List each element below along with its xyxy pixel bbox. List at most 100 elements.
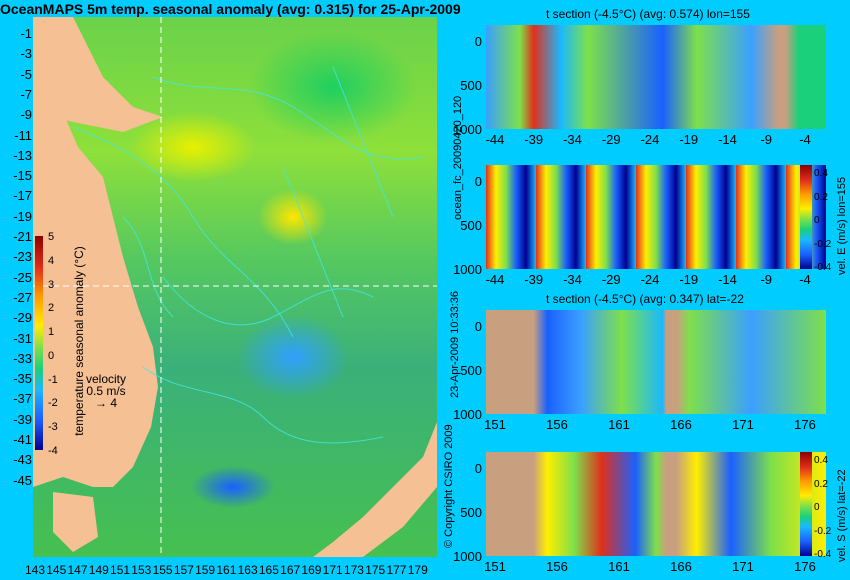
panel-y-tick: 0: [474, 461, 482, 476]
lat-label: -45: [13, 472, 32, 488]
velocity-colorbar: [800, 452, 812, 556]
section-panel: [486, 165, 826, 269]
panel-x-tick: 176: [794, 417, 816, 432]
panel-x-tick: -19: [679, 132, 699, 147]
lat-label: -7: [20, 86, 32, 102]
panel-x-tick: 166: [670, 559, 692, 574]
lat-label: -17: [13, 188, 32, 204]
panel-x-tick: 156: [546, 417, 568, 432]
colorbar-tick: -3: [48, 421, 58, 434]
lat-label: -25: [13, 269, 32, 285]
panel-x-tick: 166: [670, 417, 692, 432]
panel-x-tick: -39: [524, 132, 544, 147]
lon-label: 151: [110, 563, 131, 577]
panel-y-tick: 500: [460, 505, 482, 520]
png-landmass: [33, 17, 163, 132]
velocity-label: velocity: [86, 372, 127, 386]
panel-x-tick: -34: [563, 272, 582, 287]
lon-label: 161: [216, 563, 237, 577]
panel-y-tick: 500: [460, 218, 482, 233]
lon-label: 163: [237, 563, 258, 577]
panel-x-tick: -44: [485, 132, 505, 147]
panel-x-tick: -19: [679, 272, 699, 287]
colorbar-tick: -1: [48, 373, 58, 386]
australia-landmass: [33, 97, 158, 487]
lat-label: -33: [13, 350, 32, 366]
run-id-label: ocean_fc_20090420_120: [452, 95, 464, 220]
bathymetry-contours: [72, 66, 424, 444]
panel-x-tick: 171: [732, 559, 754, 574]
colorbar-tick: 2: [48, 302, 55, 315]
velocity-colorbar-tick: -0.2: [814, 525, 832, 537]
section-panel: [486, 452, 826, 556]
lat-label: -11: [14, 127, 32, 143]
land-overlay: [33, 17, 437, 557]
velocity-arrow-icon: → 4: [94, 396, 118, 410]
velocity-colorbar-tick: 0.2: [814, 478, 828, 490]
map-title: OceanMAPS 5m temp. seasonal anomaly (avg…: [0, 1, 461, 17]
lat-label: -37: [13, 391, 32, 407]
longitude-axis: 143 145 147 149 151 153 155 157 159 161 163 165 167 1…: [25, 563, 437, 577]
velocity-value-text: 0.5 m/s: [86, 384, 126, 398]
anomaly-map: [33, 17, 437, 557]
colorbar-tick: -2: [48, 397, 58, 410]
panel-x-tick: -4: [799, 132, 811, 147]
lat-label: -39: [13, 411, 32, 427]
lat-label: -9: [20, 107, 32, 123]
lat-label: -13: [13, 147, 32, 163]
lon-label: 171: [322, 563, 343, 577]
colorbar-tick: 5: [48, 231, 55, 243]
lon-label: 157: [173, 563, 194, 577]
panel-y-tick: 500: [460, 78, 482, 93]
velocity-colorbar-label: vel. E (m/s) lon=155: [836, 176, 848, 275]
panel-x-tick: 151: [484, 417, 506, 432]
panel-y-tick: 1000: [453, 262, 482, 277]
lon-label: 149: [88, 563, 109, 577]
section-panel: [486, 25, 826, 129]
panel-x-tick: -9: [760, 132, 773, 147]
panel-y-tick: 1000: [453, 549, 482, 564]
colorbar-title: temperature seasonal anomaly (°C): [72, 246, 86, 436]
section-panel: [486, 310, 826, 414]
tasmania-landmass: [53, 492, 98, 552]
panel-y-tick: 0: [474, 319, 482, 334]
lon-label: 165: [258, 563, 279, 577]
lat-label: -23: [13, 249, 32, 265]
velocity-colorbar-tick: -0.2: [814, 238, 832, 250]
panel-title: t section (-4.5°C) (avg: 0.574) lon=155: [546, 7, 750, 21]
panel-x-tick: 161: [608, 417, 630, 432]
velocity-colorbar-tick: 0: [814, 215, 820, 226]
panel-x-tick: -44: [485, 272, 505, 287]
lat-label: -1: [20, 26, 32, 41]
velocity-value: 0.5 m/s: [86, 385, 126, 397]
velocity-colorbar-tick: 0.4: [814, 455, 828, 466]
lat-label: -3: [20, 46, 32, 62]
colorbar-tick: 1: [48, 326, 55, 339]
lon-label: 145: [46, 563, 67, 577]
lat-label: -31: [13, 330, 32, 346]
lat-label: -21: [13, 229, 32, 244]
panel-title: t section (-4.5°C) (avg: 0.347) lat=-22: [546, 292, 744, 306]
velocity-colorbar: [800, 165, 812, 269]
lon-label: 155: [152, 563, 173, 577]
panel-x-tick: -29: [601, 132, 621, 147]
panel-x-tick: -9: [760, 272, 773, 287]
lon-label: 177: [386, 563, 407, 577]
lat-label: -5: [20, 66, 32, 82]
panel-x-tick: -34: [563, 132, 582, 147]
lon-label: 167: [280, 563, 301, 577]
lat-label: -29: [13, 310, 32, 326]
panel-x-tick: 151: [484, 559, 506, 574]
colorbar-tick: 3: [48, 278, 55, 291]
panel-y-tick: 1000: [453, 407, 482, 422]
panel-y-tick: 500: [460, 363, 482, 378]
lon-label: 179: [407, 563, 428, 577]
panel-x-tick: -4: [799, 272, 811, 287]
lat-label: -41: [13, 432, 32, 447]
panel-x-tick: 176: [794, 559, 816, 574]
velocity-colorbar-tick: 0.2: [814, 191, 828, 203]
lat-label: -19: [13, 208, 32, 224]
velocity-colorbar-tick: -0.4: [814, 549, 832, 560]
velocity-colorbar-tick: 0: [814, 502, 820, 513]
panel-x-tick: 161: [608, 559, 630, 574]
